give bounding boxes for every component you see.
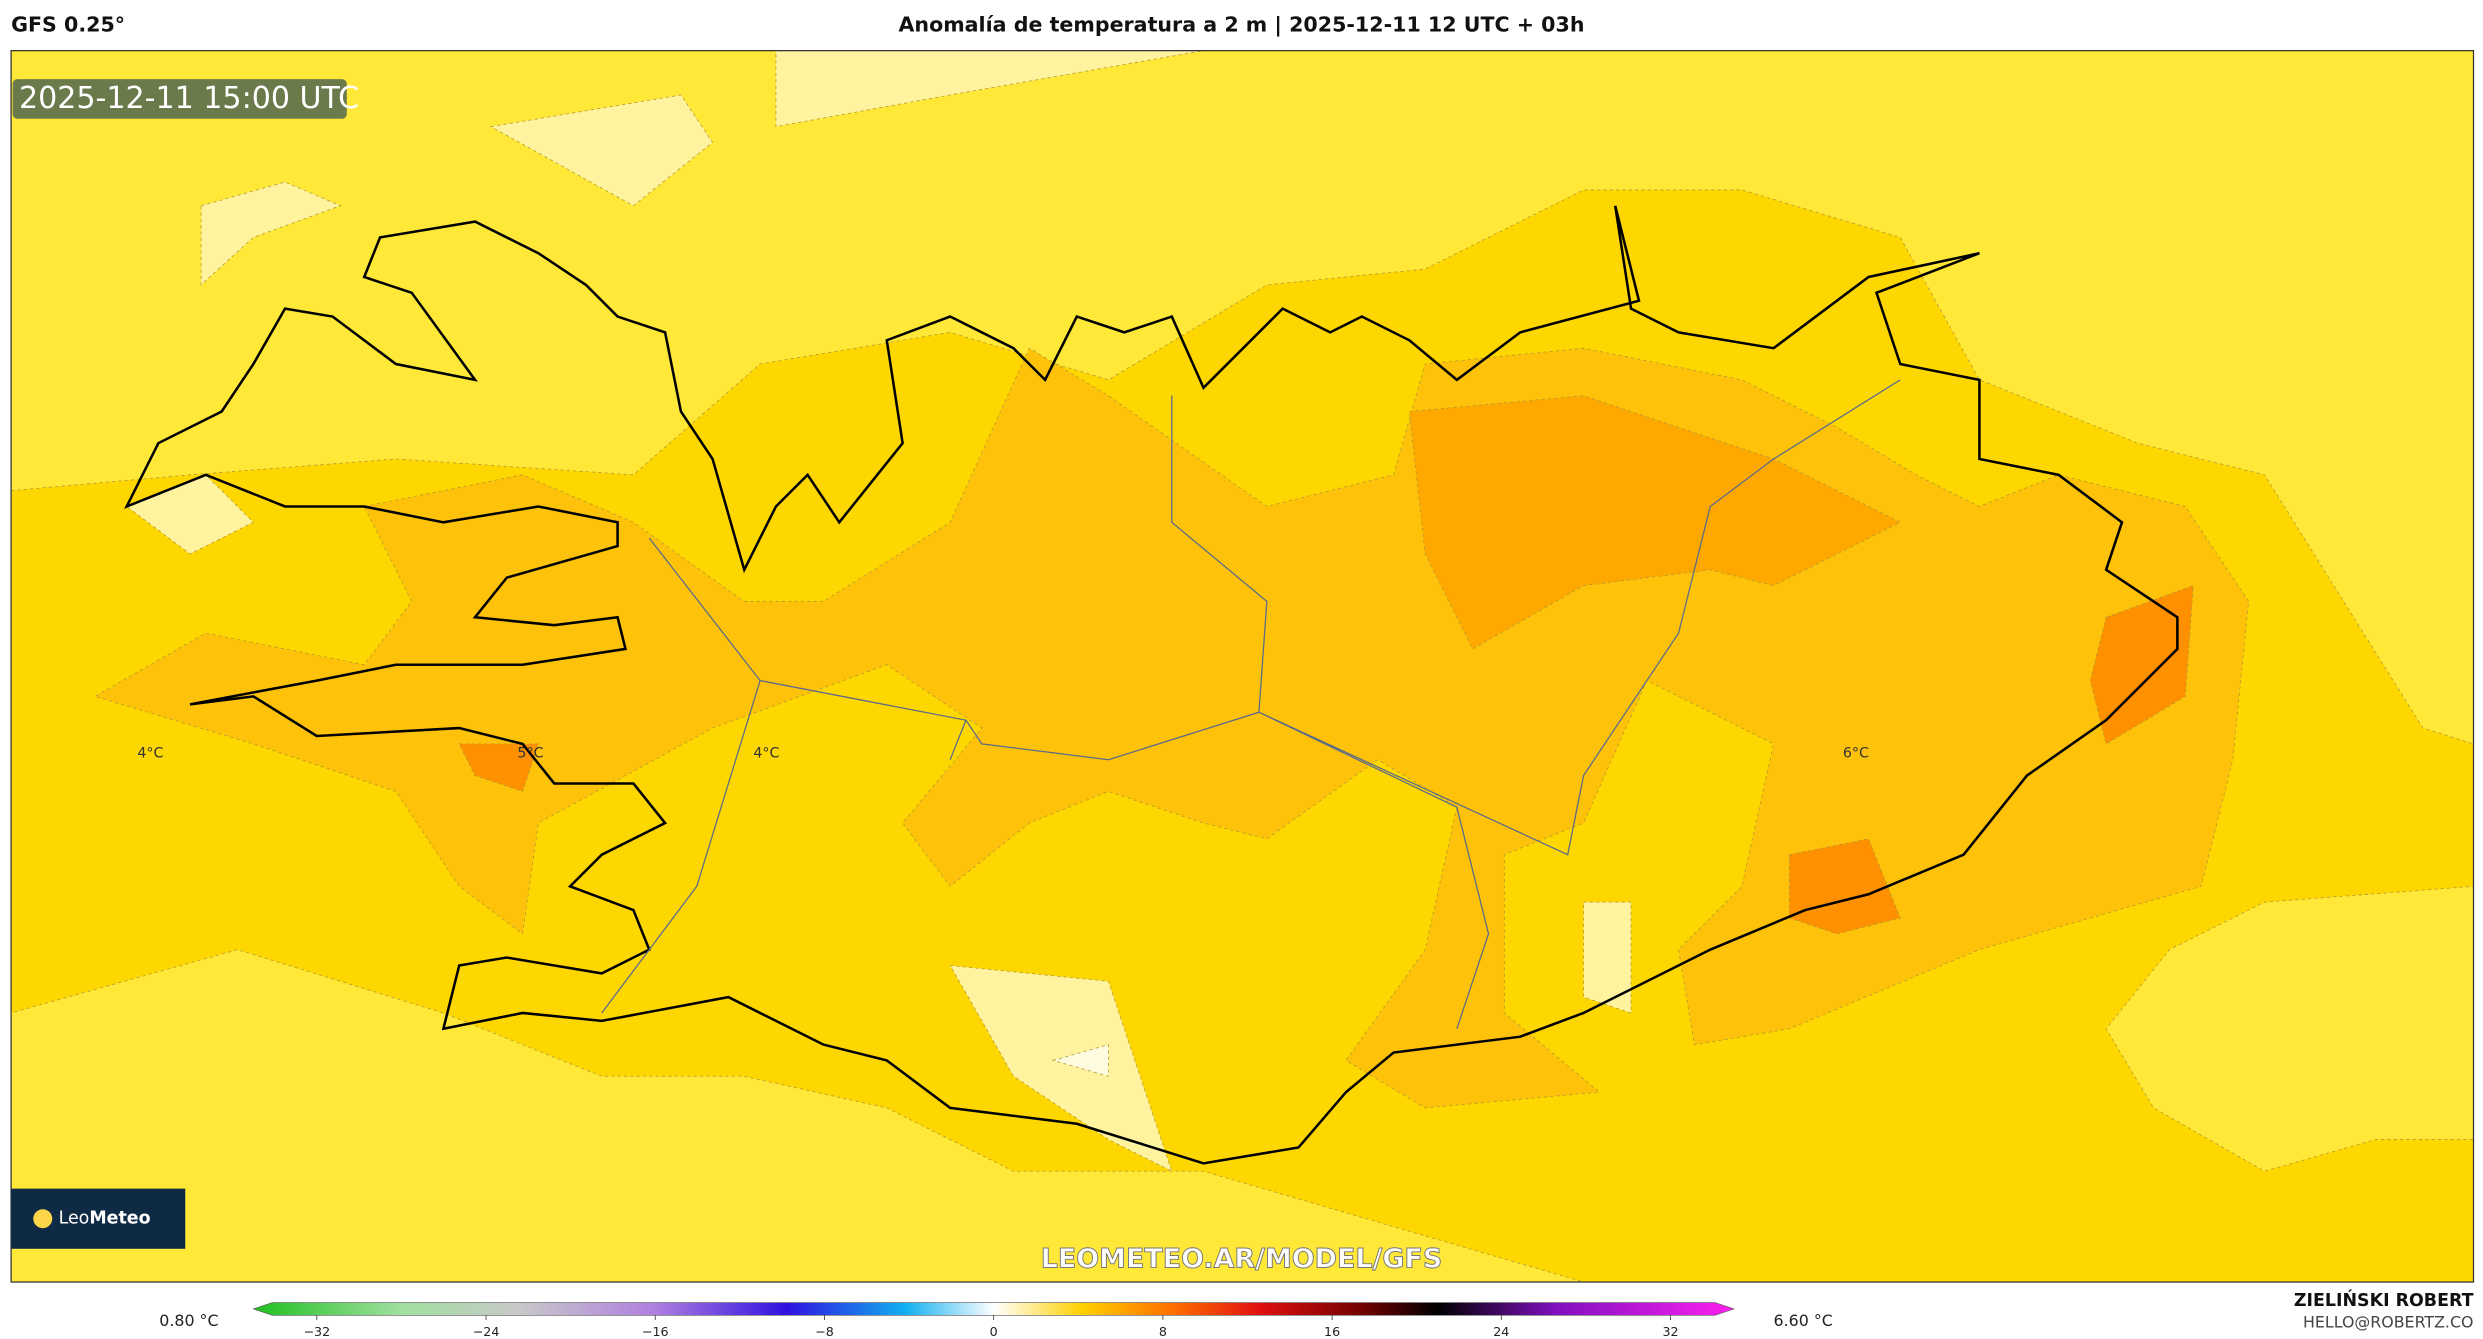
colorbar-tick-label: 8 [1159, 1324, 1167, 1339]
valid-time: 2025-12-11 15:00 UTC [19, 81, 359, 116]
colorbar-bar [252, 1302, 1735, 1316]
logo-part: Leo [59, 1209, 90, 1229]
colorbar-tick-label: 24 [1493, 1324, 1509, 1339]
map-frame [10, 50, 2475, 1283]
min-value: 0.80 °C [159, 1311, 218, 1330]
colorbar-tick-label: 0 [990, 1324, 998, 1339]
coastline [124, 205, 2179, 1165]
region-borders [601, 379, 1901, 1029]
colorbar-tick-label: 16 [1324, 1324, 1340, 1339]
anomaly-fields [11, 50, 2474, 1283]
map [11, 50, 2474, 1283]
field-hot [1408, 395, 1902, 650]
colorbar-tick-label: 32 [1662, 1324, 1678, 1339]
colorbar-tick-label: −8 [815, 1324, 834, 1339]
model-label: GFS 0.25° [11, 12, 125, 36]
email: HELLO@ROBERTZ.CO [2303, 1313, 2474, 1332]
logo-text: LeoMeteo [59, 1209, 151, 1229]
field-cool [125, 50, 1632, 1173]
map-title: Anomalía de temperatura a 2 m | 2025-12-… [899, 12, 1585, 37]
colorbar: −32 −24 −16 −8 0 8 16 24 32 [252, 1302, 1735, 1339]
contour-label: 5°C [517, 745, 543, 761]
watermark: LEOMETEO.AR/MODEL/GFS [1041, 1243, 1442, 1274]
field-hottest [458, 585, 2194, 935]
contour-label: 4°C [137, 745, 163, 761]
colorbar-tick-label: −16 [642, 1324, 669, 1339]
time-badge [12, 79, 347, 119]
max-value: 6.60 °C [1774, 1311, 1833, 1330]
contour-label: 6°C [1843, 745, 1869, 761]
field-coolest [1051, 1044, 1109, 1077]
author: ZIELIŃSKI ROBERT [2294, 1289, 2474, 1311]
logo-part: Meteo [89, 1209, 150, 1229]
contour-label: 4°C [753, 745, 779, 761]
colorbar-tick-label: −32 [303, 1324, 330, 1339]
colorbar-tick-label: −24 [473, 1324, 500, 1339]
logo-sun [33, 1209, 53, 1229]
